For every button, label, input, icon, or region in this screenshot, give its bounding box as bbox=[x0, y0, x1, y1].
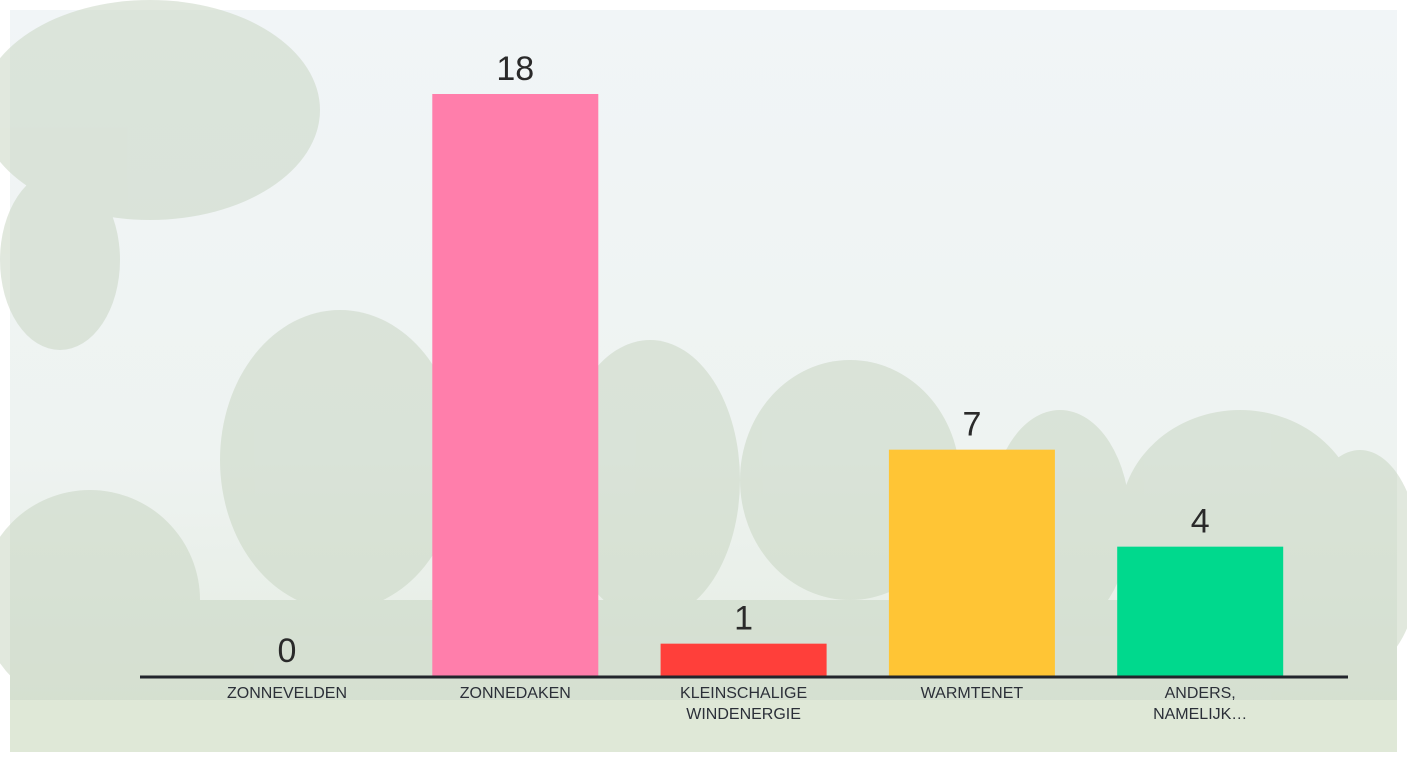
category-line: ANDERS, bbox=[1165, 685, 1236, 702]
category-line: WINDENERGIE bbox=[686, 706, 801, 723]
value-label: 0 bbox=[278, 632, 297, 670]
category-label: ZONNEDAKEN bbox=[460, 685, 571, 702]
category-label: ZONNEVELDEN bbox=[227, 685, 347, 702]
category-label: KLEINSCHALIGE WINDENERGIE bbox=[680, 685, 807, 723]
value-label: 7 bbox=[962, 406, 981, 444]
bar bbox=[660, 643, 827, 676]
value-label: 1 bbox=[734, 600, 753, 638]
category-label: ANDERS, NAMELIJK… bbox=[1153, 685, 1247, 723]
bar bbox=[1117, 546, 1284, 676]
category-line: NAMELIJK… bbox=[1153, 706, 1247, 723]
category-line: ZONNEVELDEN bbox=[227, 685, 347, 702]
category-line: KLEINSCHALIGE bbox=[680, 685, 807, 702]
category-label: WARMTENET bbox=[921, 685, 1024, 702]
bar bbox=[888, 449, 1055, 676]
value-label: 18 bbox=[496, 50, 534, 88]
category-line: ZONNEDAKEN bbox=[460, 685, 571, 702]
value-label: 4 bbox=[1191, 503, 1210, 541]
category-line: WARMTENET bbox=[921, 685, 1024, 702]
bar bbox=[432, 94, 599, 676]
